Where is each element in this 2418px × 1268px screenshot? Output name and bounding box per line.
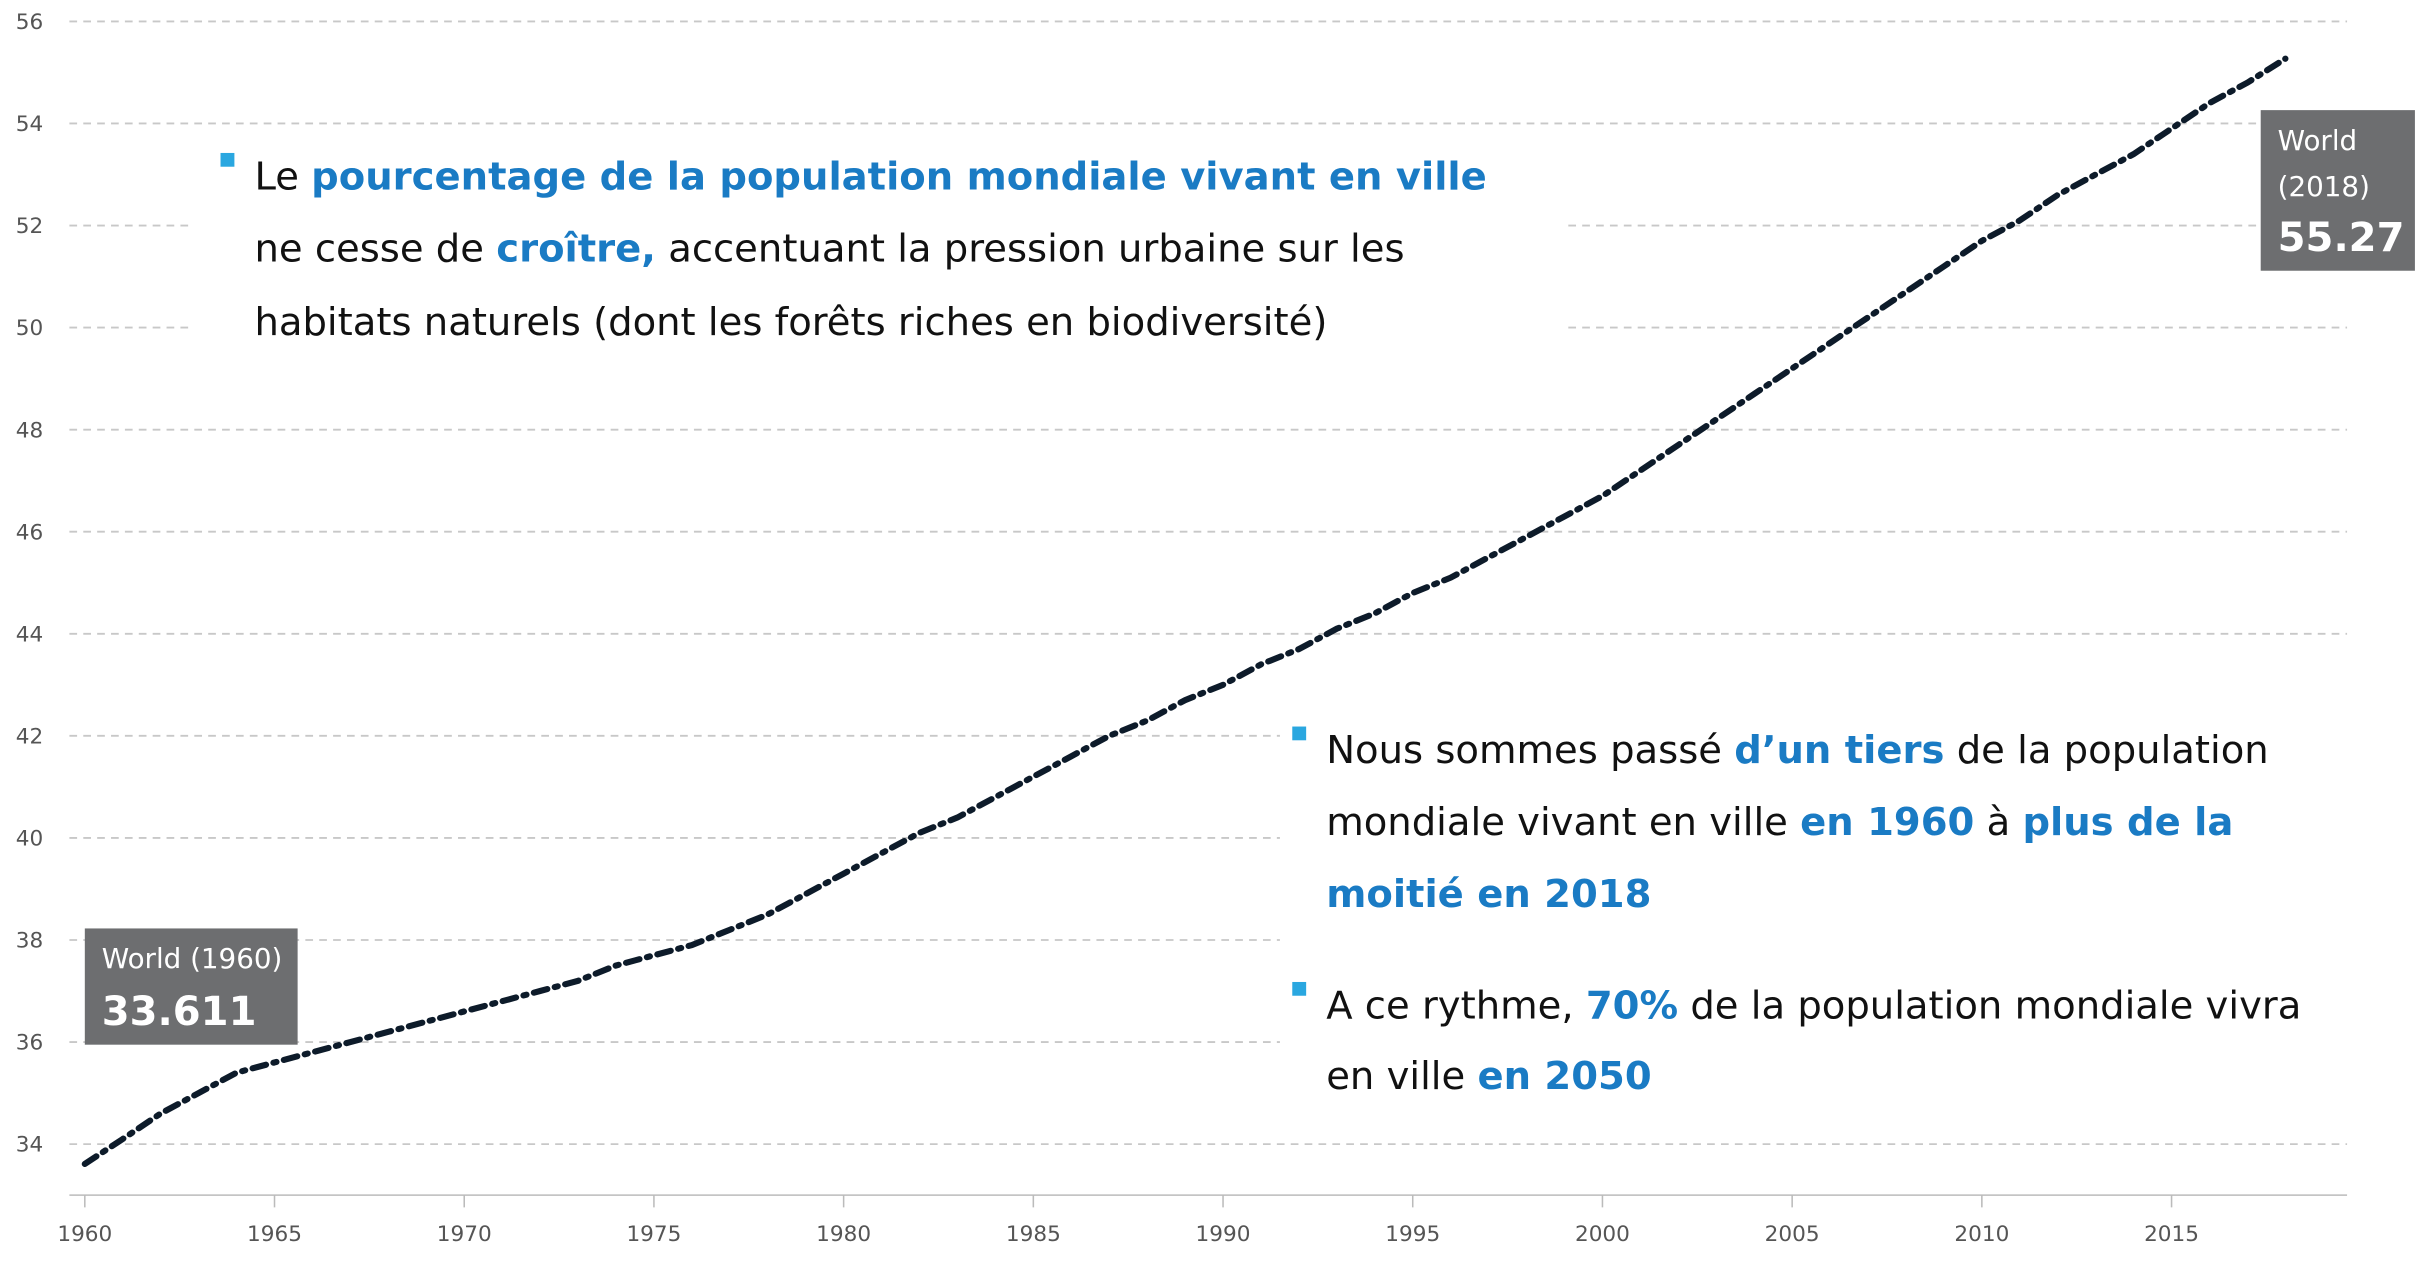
note-emphasis: 70% [1586,984,1678,1029]
note-line: moitié en 2018 [1326,872,1651,917]
x-tick-label: 1995 [1385,1222,1440,1247]
note-emphasis: en 2050 [1477,1054,1651,1099]
note-line: Nous sommes passé d’un tiers de la popul… [1326,728,2269,773]
note-line: mondiale vivant en ville en 1960 à plus … [1326,800,2233,845]
note-emphasis: pourcentage de la population mondiale vi… [311,155,1487,200]
bullet [220,152,235,167]
note-text: ne cesse de [254,227,496,272]
y-tick-label: 38 [16,929,43,954]
x-tick-label: 1985 [1006,1222,1061,1247]
bullet [1292,981,1307,996]
note-text: accentuant la pression urbaine sur les [656,227,1405,272]
y-tick-label: 46 [16,520,43,545]
note-emphasis: en 1960 [1800,800,1974,845]
note-text: A ce rythme, [1326,984,1586,1029]
annotation-value: 33.611 [102,989,257,1035]
note-emphasis: moitié en 2018 [1326,872,1651,917]
annotation-value: 55.27 [2278,215,2405,261]
bullet [1292,726,1307,741]
annotation-label: (2018) [2278,170,2370,203]
note-line: habitats naturels (dont les forêts riche… [254,300,1327,345]
note-panel [192,134,1566,365]
note-line: en ville en 2050 [1326,1054,1651,1099]
annotation-label: World (1960) [102,942,283,975]
y-tick-label: 34 [16,1133,43,1158]
note-text: habitats naturels (dont les forêts riche… [254,300,1327,345]
y-tick-label: 44 [16,623,43,648]
y-tick-label: 54 [16,112,43,137]
y-tick-label: 36 [16,1031,43,1056]
annotation-box [84,928,298,1045]
y-tick-label: 42 [16,725,43,750]
x-tick-label: 2000 [1575,1222,1630,1247]
note-emphasis: d’un tiers [1734,728,1944,773]
y-tick-label: 50 [16,316,43,341]
note-line: Le pourcentage de la population mondiale… [254,155,1486,200]
note-text: à [1974,800,2022,845]
note-text: en ville [1326,1054,1477,1099]
note-text: de la population mondiale vivra [1678,984,2301,1029]
x-tick-label: 1965 [247,1222,302,1247]
annotation-label: World [2278,124,2357,157]
x-tick-label: 1980 [816,1222,871,1247]
note-text: Le [254,155,311,200]
note-text: mondiale vivant en ville [1326,800,1800,845]
annotation-box [2260,110,2415,271]
note-line: A ce rythme, 70% de la population mondia… [1326,984,2301,1029]
x-tick-label: 1975 [626,1222,681,1247]
y-tick-label: 48 [16,418,43,443]
x-tick-label: 1960 [57,1222,112,1247]
x-tick-label: 2010 [1954,1222,2009,1247]
note-emphasis: plus de la [2022,800,2233,845]
line-series [81,55,2289,1168]
note-text: de la population [1944,728,2268,773]
note-text: Nous sommes passé [1326,728,1734,773]
x-tick-label: 1990 [1196,1222,1251,1247]
y-tick-label: 56 [16,10,43,35]
note-panel [1279,711,2418,1109]
note-emphasis: croître, [496,227,656,272]
x-tick-label: 2015 [2144,1222,2199,1247]
y-tick-label: 52 [16,214,43,239]
x-tick-label: 2005 [1765,1222,1820,1247]
x-tick-label: 1970 [437,1222,492,1247]
note-line: ne cesse de croître, accentuant la press… [254,227,1404,272]
y-tick-label: 40 [16,827,43,852]
